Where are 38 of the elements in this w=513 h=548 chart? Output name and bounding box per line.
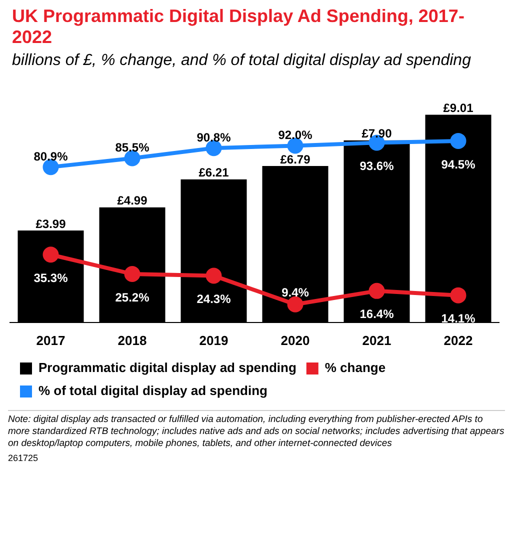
data-label: £9.01 bbox=[443, 101, 474, 116]
data-label: 80.9% bbox=[34, 149, 68, 164]
x-tick-label: 2022 bbox=[444, 332, 473, 348]
data-label: £4.99 bbox=[117, 194, 148, 208]
chart-title: UK Programmatic Digital Display Ad Spending, 2017-2022 bbox=[12, 6, 466, 48]
point bbox=[287, 296, 304, 312]
data-label: 94.5% bbox=[441, 157, 476, 172]
x-tick-label: 2017 bbox=[36, 332, 66, 348]
legend-label: Programmatic digital display ad spending bbox=[38, 360, 296, 376]
legend-label: % of total digital display ad spending bbox=[38, 383, 268, 398]
legend-label: % change bbox=[324, 360, 386, 376]
x-tick-label: 2019 bbox=[199, 332, 228, 348]
data-label: 85.5% bbox=[115, 140, 150, 155]
text: Note: digital display ads transacted or fulfilled via automation, including everything from publisher-erected APIs to more standardized RTB technology; includes native ads and ads on social networks; includes advertising that appears on desktop/laptop computers, mobile phones, tablets, and other internet-connected devices bbox=[8, 410, 505, 450]
point bbox=[450, 132, 466, 149]
data-label: 9.4% bbox=[282, 286, 310, 300]
x-tick-label: 2020 bbox=[280, 332, 310, 348]
point bbox=[450, 287, 466, 304]
data-label: 14.1% bbox=[441, 312, 476, 326]
x-tick-label: 2018 bbox=[118, 332, 147, 348]
point bbox=[368, 282, 385, 299]
text: 261725 bbox=[8, 453, 40, 463]
point bbox=[124, 266, 140, 282]
data-label: £3.99 bbox=[36, 216, 66, 231]
data-label: 90.8% bbox=[196, 130, 232, 144]
point bbox=[206, 268, 222, 284]
data-label: £6.79 bbox=[280, 152, 311, 166]
data-label: 16.4% bbox=[360, 307, 394, 322]
point bbox=[42, 246, 59, 263]
chart-subtitle: billions of £, % change, and % of total digital display ad spending bbox=[12, 51, 472, 70]
data-label: £6.21 bbox=[198, 166, 230, 180]
data-label: 24.3% bbox=[196, 292, 232, 306]
data-label: £7.90 bbox=[362, 126, 392, 141]
data-label: 92.0% bbox=[278, 128, 313, 142]
x-tick-label: 2021 bbox=[362, 332, 392, 348]
data-label: 35.3% bbox=[34, 270, 68, 285]
data-label: 25.2% bbox=[115, 290, 150, 304]
data-label: 93.6% bbox=[360, 159, 394, 173]
